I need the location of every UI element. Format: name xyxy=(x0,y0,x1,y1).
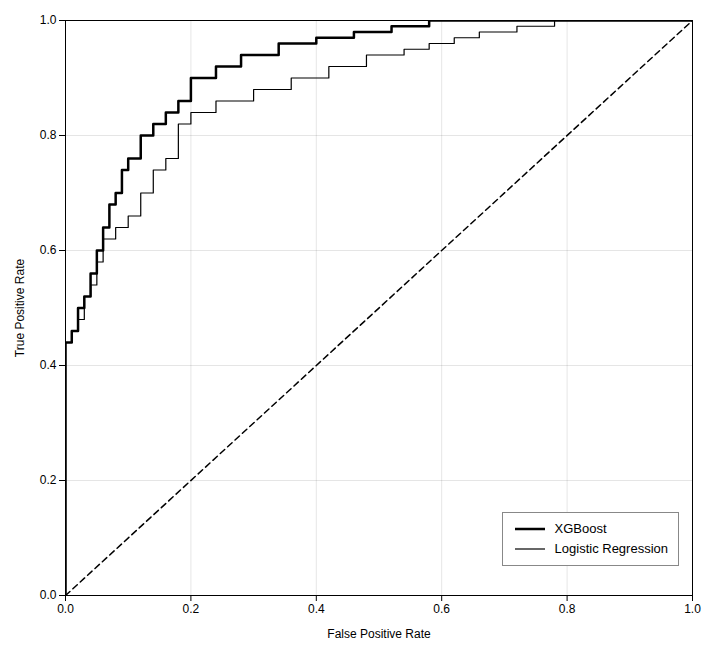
svg-text:0.2: 0.2 xyxy=(183,602,200,616)
html-text:XGBoost: XGBoost xyxy=(554,521,607,536)
svg-text:0.4: 0.4 xyxy=(40,358,57,372)
svg-text:0.4: 0.4 xyxy=(308,602,325,616)
svg-text:0.0: 0.0 xyxy=(57,602,74,616)
svg-text:True Positive Rate: True Positive Rate xyxy=(13,259,27,358)
svg-text:0.2: 0.2 xyxy=(40,473,57,487)
svg-text:0.8: 0.8 xyxy=(559,602,576,616)
svg-text:1.0: 1.0 xyxy=(684,602,701,616)
svg-text:0.8: 0.8 xyxy=(40,128,57,142)
svg-text:0.0: 0.0 xyxy=(40,588,57,602)
svg-text:0.6: 0.6 xyxy=(433,602,450,616)
svg-text:0.6: 0.6 xyxy=(40,243,57,257)
html-text:Logistic Regression: Logistic Regression xyxy=(554,541,668,556)
svg-text:False Positive Rate: False Positive Rate xyxy=(327,627,431,641)
svg-text:1.0: 1.0 xyxy=(40,13,57,27)
